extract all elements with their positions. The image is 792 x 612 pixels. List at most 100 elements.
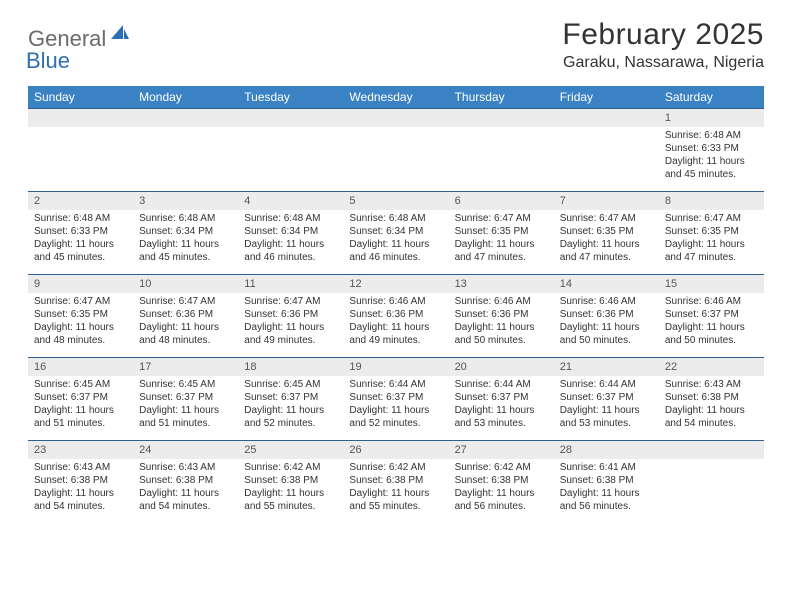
sunset-text: Sunset: 6:37 PM [560, 391, 653, 404]
dow-cell: Wednesday [343, 86, 448, 108]
day-cell [449, 109, 554, 191]
day-cell: 1Sunrise: 6:48 AMSunset: 6:33 PMDaylight… [659, 109, 764, 191]
sunset-text: Sunset: 6:36 PM [139, 308, 232, 321]
day-body: Sunrise: 6:43 AMSunset: 6:38 PMDaylight:… [28, 459, 133, 517]
week-row: 9Sunrise: 6:47 AMSunset: 6:35 PMDaylight… [28, 274, 764, 357]
day-number: 2 [28, 192, 133, 210]
sunrise-text: Sunrise: 6:46 AM [455, 295, 548, 308]
day-body: Sunrise: 6:47 AMSunset: 6:36 PMDaylight:… [238, 293, 343, 351]
day-body: Sunrise: 6:42 AMSunset: 6:38 PMDaylight:… [238, 459, 343, 517]
logo-sail-icon [110, 24, 130, 45]
day-cell: 6Sunrise: 6:47 AMSunset: 6:35 PMDaylight… [449, 192, 554, 274]
daylight-text: Daylight: 11 hours and 48 minutes. [34, 321, 127, 347]
daylight-text: Daylight: 11 hours and 50 minutes. [665, 321, 758, 347]
day-body: Sunrise: 6:48 AMSunset: 6:34 PMDaylight:… [343, 210, 448, 268]
daylight-text: Daylight: 11 hours and 51 minutes. [139, 404, 232, 430]
day-body: Sunrise: 6:46 AMSunset: 6:36 PMDaylight:… [449, 293, 554, 351]
day-number: 26 [343, 441, 448, 459]
sunrise-text: Sunrise: 6:46 AM [560, 295, 653, 308]
day-cell [659, 441, 764, 523]
sunrise-text: Sunrise: 6:47 AM [34, 295, 127, 308]
sunrise-text: Sunrise: 6:48 AM [665, 129, 758, 142]
sunrise-text: Sunrise: 6:42 AM [349, 461, 442, 474]
day-number: 17 [133, 358, 238, 376]
empty-day [343, 109, 448, 127]
sunset-text: Sunset: 6:34 PM [139, 225, 232, 238]
empty-day [28, 109, 133, 127]
empty-day [133, 109, 238, 127]
day-number: 5 [343, 192, 448, 210]
day-number: 25 [238, 441, 343, 459]
day-cell: 5Sunrise: 6:48 AMSunset: 6:34 PMDaylight… [343, 192, 448, 274]
sunset-text: Sunset: 6:37 PM [34, 391, 127, 404]
day-cell: 11Sunrise: 6:47 AMSunset: 6:36 PMDayligh… [238, 275, 343, 357]
day-cell: 26Sunrise: 6:42 AMSunset: 6:38 PMDayligh… [343, 441, 448, 523]
day-body: Sunrise: 6:46 AMSunset: 6:36 PMDaylight:… [554, 293, 659, 351]
day-number: 21 [554, 358, 659, 376]
sunrise-text: Sunrise: 6:47 AM [665, 212, 758, 225]
day-body: Sunrise: 6:48 AMSunset: 6:33 PMDaylight:… [659, 127, 764, 185]
day-number: 3 [133, 192, 238, 210]
day-number: 20 [449, 358, 554, 376]
daylight-text: Daylight: 11 hours and 45 minutes. [139, 238, 232, 264]
empty-day [659, 441, 764, 459]
day-number: 18 [238, 358, 343, 376]
sunset-text: Sunset: 6:35 PM [455, 225, 548, 238]
day-number: 28 [554, 441, 659, 459]
sunrise-text: Sunrise: 6:44 AM [349, 378, 442, 391]
day-number: 16 [28, 358, 133, 376]
daylight-text: Daylight: 11 hours and 54 minutes. [34, 487, 127, 513]
day-number: 23 [28, 441, 133, 459]
week-row: 23Sunrise: 6:43 AMSunset: 6:38 PMDayligh… [28, 440, 764, 523]
sunrise-text: Sunrise: 6:43 AM [139, 461, 232, 474]
day-cell [238, 109, 343, 191]
sunset-text: Sunset: 6:36 PM [455, 308, 548, 321]
day-cell: 20Sunrise: 6:44 AMSunset: 6:37 PMDayligh… [449, 358, 554, 440]
day-cell: 15Sunrise: 6:46 AMSunset: 6:37 PMDayligh… [659, 275, 764, 357]
day-cell: 8Sunrise: 6:47 AMSunset: 6:35 PMDaylight… [659, 192, 764, 274]
day-body: Sunrise: 6:43 AMSunset: 6:38 PMDaylight:… [659, 376, 764, 434]
day-number: 13 [449, 275, 554, 293]
day-body: Sunrise: 6:45 AMSunset: 6:37 PMDaylight:… [133, 376, 238, 434]
daylight-text: Daylight: 11 hours and 47 minutes. [560, 238, 653, 264]
dow-cell: Friday [554, 86, 659, 108]
dow-cell: Saturday [659, 86, 764, 108]
daylight-text: Daylight: 11 hours and 53 minutes. [560, 404, 653, 430]
day-number: 19 [343, 358, 448, 376]
empty-day [449, 109, 554, 127]
daylight-text: Daylight: 11 hours and 45 minutes. [34, 238, 127, 264]
week-row: 2Sunrise: 6:48 AMSunset: 6:33 PMDaylight… [28, 191, 764, 274]
day-cell: 2Sunrise: 6:48 AMSunset: 6:33 PMDaylight… [28, 192, 133, 274]
daylight-text: Daylight: 11 hours and 55 minutes. [244, 487, 337, 513]
sunrise-text: Sunrise: 6:48 AM [244, 212, 337, 225]
day-number: 7 [554, 192, 659, 210]
daylight-text: Daylight: 11 hours and 56 minutes. [560, 487, 653, 513]
daylight-text: Daylight: 11 hours and 50 minutes. [560, 321, 653, 347]
sunrise-text: Sunrise: 6:47 AM [455, 212, 548, 225]
sunrise-text: Sunrise: 6:44 AM [455, 378, 548, 391]
day-body: Sunrise: 6:48 AMSunset: 6:34 PMDaylight:… [238, 210, 343, 268]
title-block: February 2025 Garaku, Nassarawa, Nigeria [562, 18, 764, 72]
daylight-text: Daylight: 11 hours and 46 minutes. [244, 238, 337, 264]
sunset-text: Sunset: 6:36 PM [244, 308, 337, 321]
sunrise-text: Sunrise: 6:42 AM [455, 461, 548, 474]
day-number: 1 [659, 109, 764, 127]
daylight-text: Daylight: 11 hours and 54 minutes. [665, 404, 758, 430]
location: Garaku, Nassarawa, Nigeria [562, 54, 764, 72]
day-cell: 19Sunrise: 6:44 AMSunset: 6:37 PMDayligh… [343, 358, 448, 440]
sunrise-text: Sunrise: 6:42 AM [244, 461, 337, 474]
day-cell: 28Sunrise: 6:41 AMSunset: 6:38 PMDayligh… [554, 441, 659, 523]
day-number: 12 [343, 275, 448, 293]
day-number: 22 [659, 358, 764, 376]
day-cell: 3Sunrise: 6:48 AMSunset: 6:34 PMDaylight… [133, 192, 238, 274]
daylight-text: Daylight: 11 hours and 50 minutes. [455, 321, 548, 347]
sunset-text: Sunset: 6:34 PM [244, 225, 337, 238]
dow-cell: Thursday [449, 86, 554, 108]
day-body: Sunrise: 6:44 AMSunset: 6:37 PMDaylight:… [554, 376, 659, 434]
sunset-text: Sunset: 6:37 PM [455, 391, 548, 404]
dow-cell: Sunday [28, 86, 133, 108]
sunset-text: Sunset: 6:35 PM [665, 225, 758, 238]
empty-day [554, 109, 659, 127]
sunset-text: Sunset: 6:36 PM [560, 308, 653, 321]
dow-cell: Monday [133, 86, 238, 108]
